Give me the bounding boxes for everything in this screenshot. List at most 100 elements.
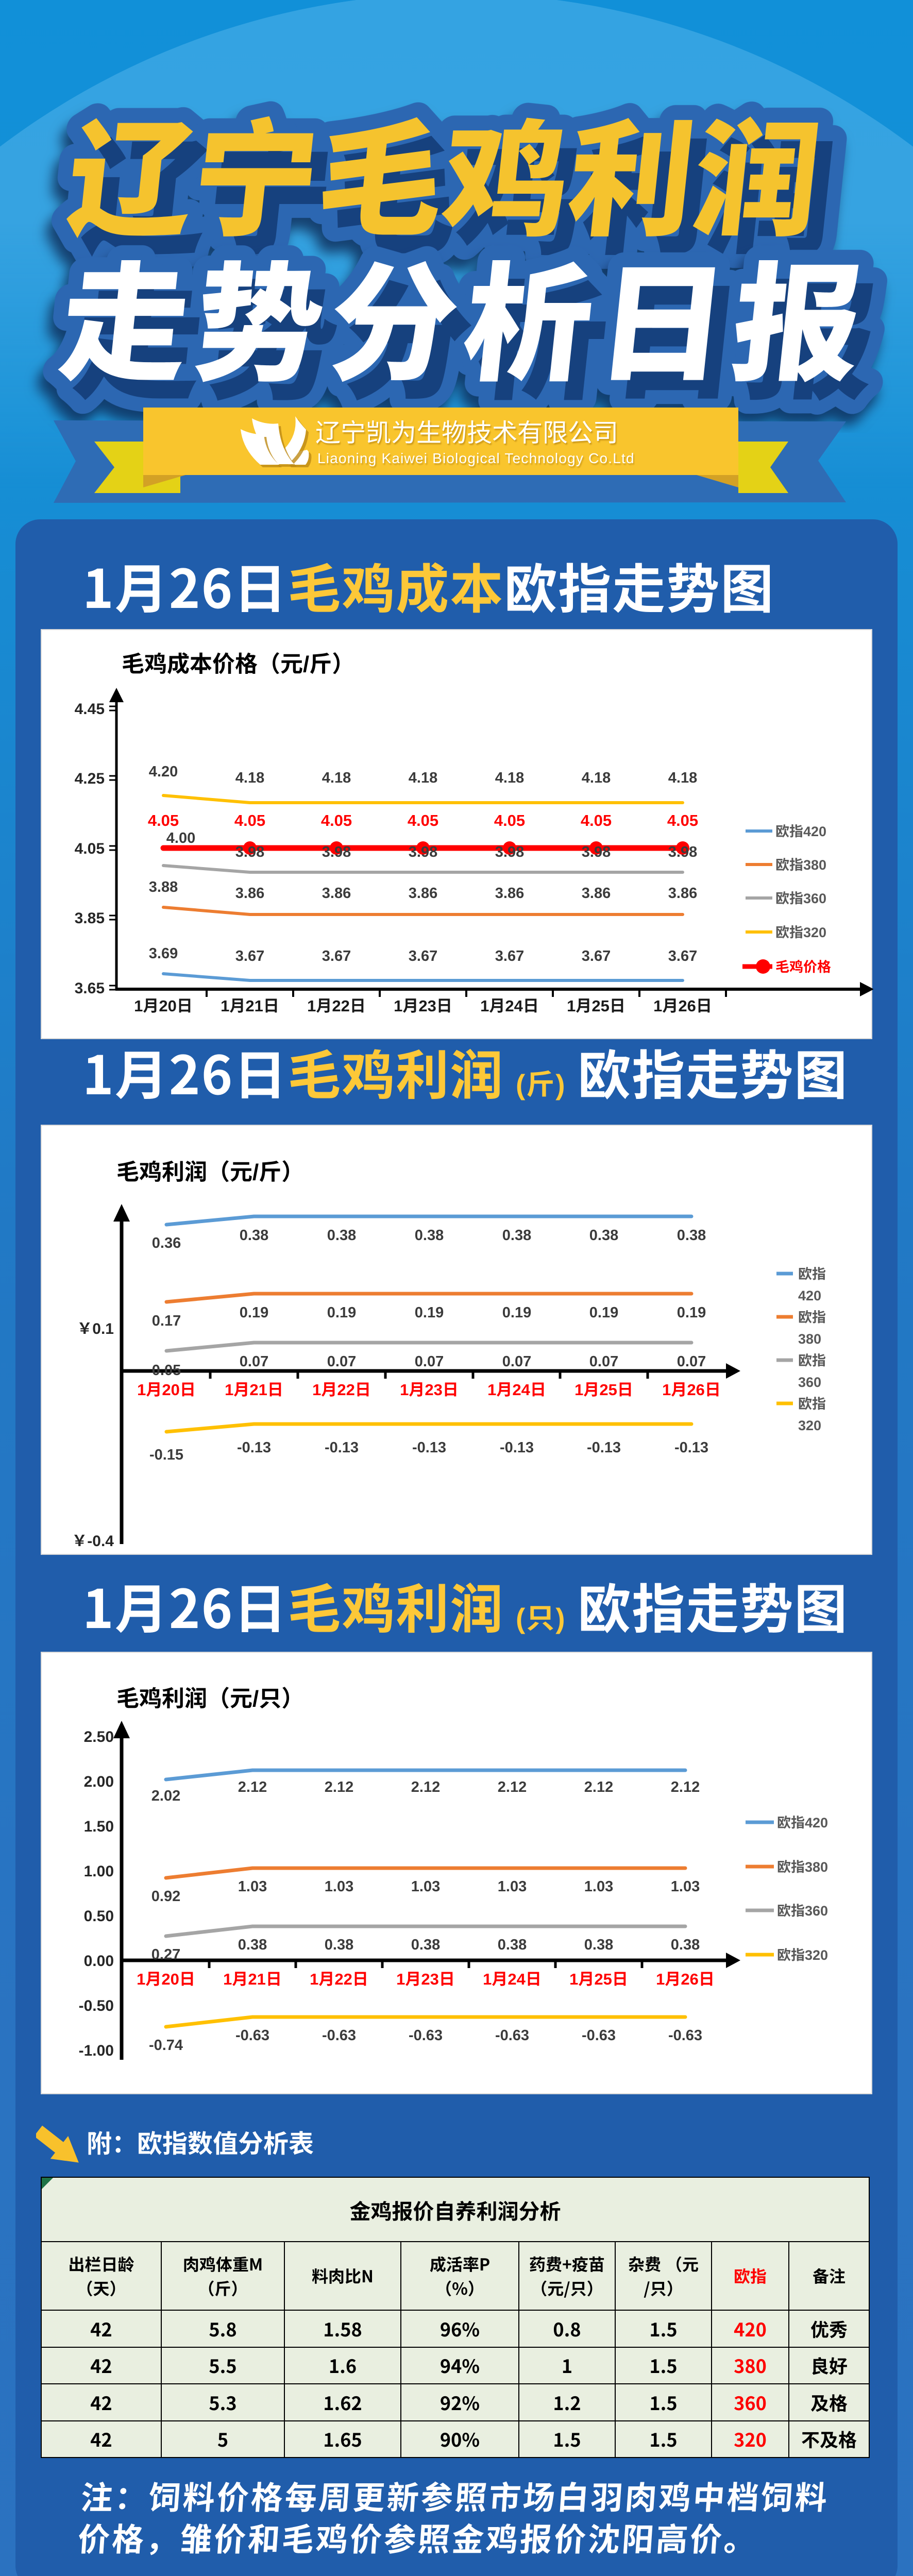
svg-text:欧指360: 欧指360 — [777, 1903, 828, 1919]
svg-text:1月22日: 1月22日 — [310, 1970, 368, 1988]
svg-text:4.05: 4.05 — [234, 811, 265, 829]
svg-text:-0.63: -0.63 — [235, 2027, 269, 2044]
svg-text:0.05: 0.05 — [152, 1362, 181, 1379]
svg-text:0.19: 0.19 — [240, 1304, 268, 1321]
svg-text:3.65: 3.65 — [75, 980, 105, 997]
svg-text:3.67: 3.67 — [322, 948, 351, 964]
svg-text:1月21日: 1月21日 — [223, 1970, 282, 1988]
svg-text:0.00: 0.00 — [84, 1953, 114, 1970]
svg-text:1月24日: 1月24日 — [487, 1381, 546, 1399]
svg-text:走势分析日报: 走势分析日报 — [67, 240, 893, 425]
svg-text:0.38: 0.38 — [502, 1227, 531, 1244]
svg-text:0.17: 0.17 — [152, 1313, 181, 1329]
svg-text:-0.13: -0.13 — [325, 1439, 359, 1456]
svg-text:辽宁毛鸡利润: 辽宁毛鸡利润 — [74, 98, 844, 280]
svg-text:0.38: 0.38 — [411, 1937, 440, 1953]
svg-text:1月23日: 1月23日 — [394, 997, 452, 1015]
svg-text:1月26日: 1月26日 — [656, 1970, 715, 1988]
svg-text:0.19: 0.19 — [327, 1304, 356, 1321]
svg-text:4.00: 4.00 — [166, 830, 195, 846]
svg-text:4.25: 4.25 — [75, 770, 105, 787]
svg-text:-0.63: -0.63 — [409, 2027, 443, 2044]
svg-text:1月26日: 1月26日 — [662, 1381, 721, 1399]
svg-text:0.07: 0.07 — [589, 1353, 618, 1370]
svg-text:辽宁毛鸡利润: 辽宁毛鸡利润 — [73, 97, 843, 279]
svg-text:2.12: 2.12 — [238, 1779, 267, 1795]
svg-text:4.18: 4.18 — [495, 770, 524, 786]
svg-text:0.38: 0.38 — [240, 1227, 268, 1244]
svg-text:欧指420: 欧指420 — [777, 1815, 828, 1831]
svg-text:欧指: 欧指 — [798, 1310, 826, 1325]
svg-text:0.50: 0.50 — [84, 1908, 114, 1925]
svg-text:4.05: 4.05 — [581, 811, 612, 829]
svg-text:1.03: 1.03 — [238, 1878, 267, 1895]
svg-text:2.00: 2.00 — [84, 1773, 114, 1790]
svg-text:3.67: 3.67 — [582, 948, 611, 964]
svg-text:-0.50: -0.50 — [79, 1997, 114, 2014]
svg-text:欧指: 欧指 — [798, 1266, 826, 1282]
svg-text:0.38: 0.38 — [498, 1937, 527, 1953]
svg-text:3.98: 3.98 — [322, 844, 351, 860]
svg-text:1月23日: 1月23日 — [400, 1381, 459, 1399]
svg-text:0.36: 0.36 — [152, 1235, 181, 1251]
svg-text:3.86: 3.86 — [668, 885, 697, 902]
svg-text:0.27: 0.27 — [151, 1946, 180, 1963]
svg-text:0.07: 0.07 — [677, 1353, 706, 1370]
svg-text:毛鸡价格: 毛鸡价格 — [775, 959, 831, 975]
svg-text:走势分析日报: 走势分析日报 — [66, 239, 892, 424]
svg-text:欧指360: 欧指360 — [775, 891, 826, 906]
svg-text:-0.13: -0.13 — [500, 1439, 534, 1456]
svg-text:3.67: 3.67 — [409, 948, 437, 964]
svg-text:3.98: 3.98 — [235, 844, 264, 860]
svg-text:4.05: 4.05 — [321, 811, 352, 829]
svg-text:1.03: 1.03 — [498, 1878, 527, 1895]
svg-text:4.05: 4.05 — [148, 811, 179, 829]
svg-text:4.05: 4.05 — [667, 811, 698, 829]
svg-text:1月25日: 1月25日 — [567, 997, 625, 1015]
svg-text:1月25日: 1月25日 — [574, 1381, 633, 1399]
svg-text:0.19: 0.19 — [677, 1304, 706, 1321]
svg-text:4.18: 4.18 — [322, 770, 351, 786]
svg-text:1.03: 1.03 — [325, 1878, 353, 1895]
svg-text:1月24日: 1月24日 — [480, 997, 539, 1015]
svg-text:2.12: 2.12 — [671, 1779, 700, 1795]
svg-text:3.86: 3.86 — [235, 885, 264, 902]
svg-text:2.50: 2.50 — [84, 1728, 114, 1745]
svg-text:欧指380: 欧指380 — [777, 1859, 828, 1875]
svg-text:欧指: 欧指 — [798, 1396, 826, 1412]
svg-text:-0.13: -0.13 — [587, 1439, 621, 1456]
svg-text:0.07: 0.07 — [240, 1353, 268, 1370]
svg-text:-0.74: -0.74 — [149, 2037, 183, 2054]
svg-text:320: 320 — [798, 1418, 821, 1433]
svg-text:欧指320: 欧指320 — [775, 925, 826, 940]
svg-text:420: 420 — [798, 1288, 821, 1303]
svg-text:2.12: 2.12 — [498, 1779, 527, 1795]
svg-text:欧指420: 欧指420 — [775, 824, 826, 839]
svg-text:0.19: 0.19 — [502, 1304, 531, 1321]
svg-text:0.07: 0.07 — [415, 1353, 444, 1370]
svg-text:辽宁毛鸡利润: 辽宁毛鸡利润 — [60, 80, 830, 261]
svg-text:毛鸡利润（元/斤）: 毛鸡利润（元/斤） — [116, 1160, 304, 1185]
svg-text:1.00: 1.00 — [84, 1863, 114, 1880]
svg-text:-0.63: -0.63 — [322, 2027, 356, 2044]
svg-text:0.38: 0.38 — [584, 1937, 613, 1953]
svg-text:-0.15: -0.15 — [149, 1447, 183, 1463]
svg-text:3.86: 3.86 — [582, 885, 611, 902]
svg-text:3.67: 3.67 — [495, 948, 524, 964]
svg-text:3.85: 3.85 — [75, 910, 105, 927]
svg-text:毛鸡利润（元/只）: 毛鸡利润（元/只） — [116, 1686, 304, 1711]
svg-text:3.98: 3.98 — [668, 844, 697, 860]
svg-text:-0.63: -0.63 — [668, 2027, 702, 2044]
svg-text:1月21日: 1月21日 — [221, 997, 279, 1015]
svg-text:3.67: 3.67 — [235, 948, 264, 964]
svg-text:0.38: 0.38 — [677, 1227, 706, 1244]
svg-text:欧指: 欧指 — [798, 1353, 826, 1368]
svg-text:4.18: 4.18 — [409, 770, 437, 786]
svg-text:1月21日: 1月21日 — [225, 1381, 283, 1399]
svg-text:0.07: 0.07 — [502, 1353, 531, 1370]
svg-text:1月26日: 1月26日 — [653, 997, 712, 1015]
svg-text:1月22日: 1月22日 — [312, 1381, 371, 1399]
svg-text:￥-0.4: ￥-0.4 — [72, 1533, 114, 1550]
svg-text:1月25日: 1月25日 — [569, 1970, 628, 1988]
svg-text:2.12: 2.12 — [584, 1779, 613, 1795]
